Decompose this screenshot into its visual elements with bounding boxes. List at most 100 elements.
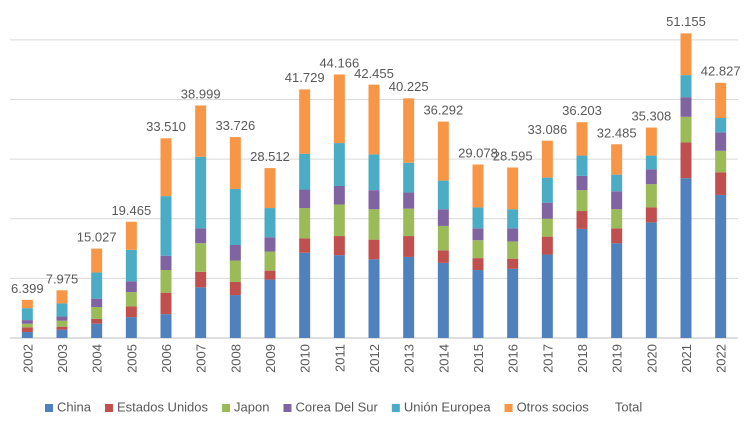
bar-segment bbox=[299, 189, 311, 209]
bar-segment bbox=[507, 228, 519, 242]
bar-segment bbox=[368, 154, 380, 191]
total-label: 42.455 bbox=[354, 66, 394, 81]
bar-segment bbox=[160, 270, 172, 293]
bar-segment bbox=[195, 156, 207, 229]
bar-segment bbox=[229, 188, 241, 245]
bar-segment bbox=[576, 211, 588, 229]
bar-segment bbox=[333, 143, 345, 186]
bar-segment bbox=[56, 303, 68, 317]
bar-segment bbox=[507, 241, 519, 259]
total-label: 51.155 bbox=[666, 14, 706, 29]
bar-segment bbox=[229, 260, 241, 282]
bar-segment bbox=[472, 164, 484, 208]
bar-segment bbox=[472, 258, 484, 271]
bar-segment bbox=[611, 191, 623, 210]
x-tick-label: 2015 bbox=[471, 344, 486, 373]
bar-segment bbox=[507, 258, 519, 269]
total-label: 36.292 bbox=[423, 103, 463, 118]
x-tick-label: 2003 bbox=[55, 344, 70, 373]
bar-segment bbox=[576, 175, 588, 191]
bar-segment bbox=[403, 192, 415, 209]
bar-segment bbox=[229, 245, 241, 261]
bar-segment bbox=[403, 98, 415, 163]
bar-segment bbox=[576, 228, 588, 338]
bar-segment bbox=[21, 320, 33, 324]
x-tick-label: 2008 bbox=[228, 344, 243, 373]
bar-segment bbox=[437, 180, 449, 210]
bar-segment bbox=[125, 249, 137, 282]
legend-label: Otros socios bbox=[517, 399, 590, 414]
bar-segment bbox=[403, 208, 415, 237]
bar-segment bbox=[437, 262, 449, 338]
bar-segment bbox=[645, 222, 657, 338]
bar-segment bbox=[91, 272, 103, 299]
bar-segment bbox=[56, 329, 68, 338]
total-label: 15.027 bbox=[77, 229, 117, 244]
bar-segment bbox=[125, 292, 137, 307]
total-label: 7.975 bbox=[46, 271, 79, 286]
legend-label: Estados Unidos bbox=[117, 399, 209, 414]
bar-segment bbox=[333, 74, 345, 144]
bar-segment bbox=[264, 279, 276, 338]
total-label: 33.726 bbox=[215, 118, 255, 133]
bar-segment bbox=[645, 127, 657, 156]
x-tick-label: 2013 bbox=[402, 344, 417, 373]
bar-segment bbox=[195, 228, 207, 244]
total-label: 33.086 bbox=[527, 122, 567, 137]
bar-segment bbox=[56, 326, 68, 330]
bar-segment bbox=[576, 122, 588, 156]
bar-segment bbox=[160, 138, 172, 197]
x-tick-label: 2004 bbox=[90, 344, 105, 373]
bar-segment bbox=[160, 255, 172, 271]
bar-segment bbox=[403, 256, 415, 338]
bar-segment bbox=[56, 320, 68, 327]
x-tick-label: 2018 bbox=[575, 344, 590, 373]
bar-segment bbox=[541, 202, 553, 219]
bar-segment bbox=[299, 252, 311, 338]
bar-segment bbox=[680, 142, 692, 179]
legend-swatch bbox=[391, 404, 400, 412]
x-tick-label: 2009 bbox=[263, 344, 278, 373]
bar-segment bbox=[21, 332, 33, 338]
bar-segment bbox=[56, 290, 68, 304]
bar-segment bbox=[264, 208, 276, 238]
bar-segment bbox=[576, 190, 588, 212]
bar-segment bbox=[125, 281, 137, 293]
x-tick-label: 2006 bbox=[159, 344, 174, 373]
bar-segment bbox=[299, 238, 311, 253]
bar-segment bbox=[264, 168, 276, 209]
bar-segment bbox=[403, 162, 415, 193]
bar-segment bbox=[195, 271, 207, 288]
bar-segment bbox=[299, 208, 311, 239]
bar-segment bbox=[56, 316, 68, 321]
bar-segment bbox=[229, 281, 241, 296]
bar-segment bbox=[472, 228, 484, 241]
bar-segment bbox=[264, 270, 276, 280]
bar-segment bbox=[437, 121, 449, 181]
bar-segment bbox=[645, 155, 657, 170]
total-label: 38.999 bbox=[181, 87, 221, 102]
bar-segment bbox=[229, 295, 241, 338]
bar-segment bbox=[680, 97, 692, 117]
bar-segment bbox=[21, 308, 33, 321]
x-tick-label: 2005 bbox=[124, 344, 139, 373]
bar-segment bbox=[91, 323, 103, 338]
x-tick-label: 2016 bbox=[506, 344, 521, 373]
bar-segment bbox=[541, 254, 553, 338]
bar-segment bbox=[125, 317, 137, 338]
total-label: 19.465 bbox=[111, 203, 151, 218]
x-tick-label: 2022 bbox=[714, 344, 729, 373]
bar-segment bbox=[368, 190, 380, 210]
total-label: 42.827 bbox=[701, 64, 741, 79]
x-tick-label: 2020 bbox=[644, 344, 659, 373]
x-tick-label: 2011 bbox=[332, 344, 347, 372]
bar-segment bbox=[715, 150, 727, 173]
bar-segment bbox=[472, 270, 484, 338]
total-label: 32.485 bbox=[597, 125, 637, 140]
bar-segment bbox=[299, 153, 311, 190]
bar-segment bbox=[125, 221, 137, 250]
total-label: 40.225 bbox=[389, 79, 429, 94]
bar-segment bbox=[91, 318, 103, 324]
total-label: 44.166 bbox=[319, 56, 359, 71]
bar-segment bbox=[91, 307, 103, 319]
